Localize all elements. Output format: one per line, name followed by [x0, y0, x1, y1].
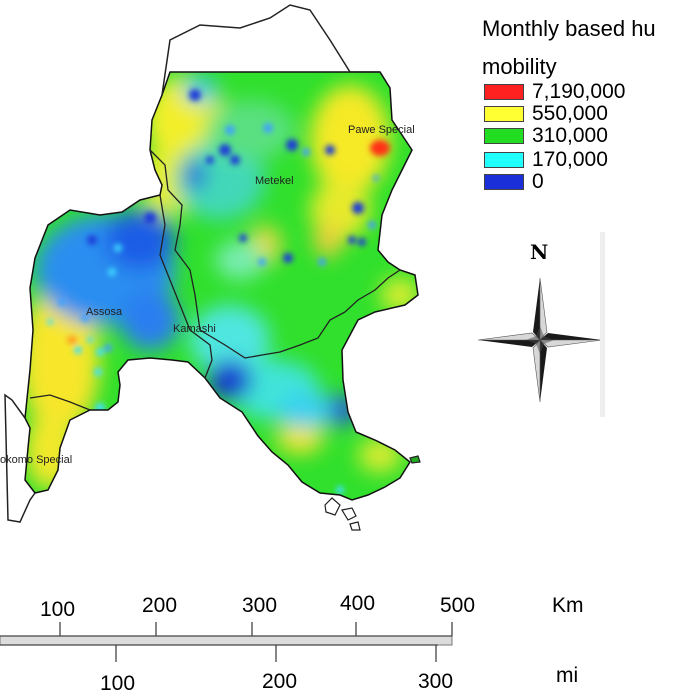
scale-mi-label-200: 200: [262, 670, 298, 693]
scale-km-label-200: 200: [142, 594, 178, 617]
legend-title: Monthly based hu mobility: [482, 10, 656, 86]
legend-item: 170,000: [484, 148, 608, 171]
neighbor-outline-north: [161, 4, 380, 96]
legend-label: 310,000: [532, 124, 608, 147]
legend-title-line1: Monthly based hu: [482, 16, 656, 41]
scale-km-label-500: 500: [440, 594, 476, 617]
islands: [324, 455, 421, 531]
zone-boundary-metekel: [149, 149, 401, 359]
legend-label: 0: [532, 170, 544, 193]
legend-swatch: [484, 152, 524, 168]
region-boundary: [24, 71, 419, 501]
place-label-assosa: Assosa: [86, 306, 123, 318]
legend-label: 7,190,000: [532, 80, 626, 103]
legend-label: 550,000: [532, 102, 608, 125]
scale-km-label-300: 300: [242, 594, 278, 617]
legend-item: 7,190,000: [484, 80, 626, 103]
place-label-metekel: Metekel: [255, 175, 294, 187]
north-label: N: [530, 240, 549, 264]
km-ticks: [59, 622, 453, 636]
neighbor-outline-southwest: [4, 393, 36, 523]
legend-item: 310,000: [484, 124, 608, 147]
legend-item: 0: [484, 170, 544, 193]
scale-mi-unit: mi: [556, 664, 579, 687]
legend-swatch: [484, 84, 524, 100]
place-label-mao-komo: okomo Special: [0, 454, 73, 466]
legend-swatch: [484, 128, 524, 144]
legend-title-line2: mobility: [482, 54, 557, 79]
legend-item: 550,000: [484, 102, 608, 125]
legend-swatch: [484, 174, 524, 190]
place-label-kamashi: Kamashi: [173, 323, 216, 335]
mi-ticks: [115, 645, 437, 662]
scale-mi-label-100: 100: [100, 672, 136, 695]
zone-boundary-kamashi: [159, 194, 213, 379]
legend-panel-edge: [600, 232, 605, 417]
scale-km-label-100: 100: [40, 598, 76, 621]
scale-km-unit: Km: [552, 594, 584, 617]
zone-boundary-mao-komo: [29, 394, 91, 411]
scale-bar: [0, 622, 453, 662]
scale-km-label-400: 400: [340, 592, 376, 615]
legend-label: 170,000: [532, 148, 608, 171]
legend-swatch: [484, 106, 524, 122]
north-arrow: [477, 277, 603, 403]
scale-mi-label-300: 300: [418, 670, 454, 693]
place-label-pawe: Pawe Special: [348, 124, 415, 136]
